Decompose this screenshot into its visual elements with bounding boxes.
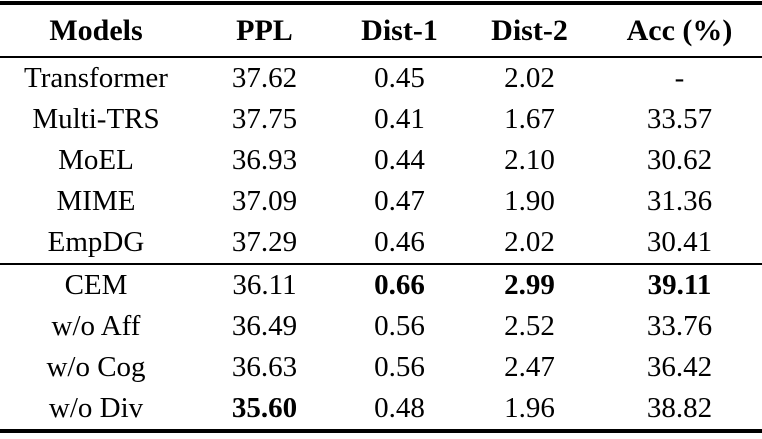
column-header-acc: Acc (%) — [597, 3, 762, 58]
table-row: CEM 36.11 0.66 2.99 39.11 — [0, 263, 762, 306]
value-cell: 2.99 — [462, 263, 597, 306]
value-cell: 33.57 — [646, 103, 713, 135]
table-body: Transformer 37.62 0.45 2.02 - Multi-TRS 37.75 0… — [0, 57, 762, 431]
value-cell: 30.62 — [646, 144, 713, 176]
value-cell: 39.11 — [597, 263, 762, 306]
value-cell: 36.49 — [231, 310, 298, 342]
value-cell: 30.41 — [646, 226, 713, 258]
value-cell: 2.10 — [504, 144, 555, 176]
value-cell: 0.56 — [374, 351, 425, 383]
value-cell: 36.63 — [231, 351, 298, 383]
value-cell: 1.90 — [504, 185, 555, 217]
value-cell: 36.11 — [192, 263, 337, 306]
table-row: MIME 37.09 0.47 1.90 31.36 — [0, 181, 762, 222]
value-cell: 0.44 — [374, 144, 425, 176]
model-name-cell: EmpDG — [47, 226, 145, 258]
table-row: EmpDG 37.29 0.46 2.02 30.41 — [0, 222, 762, 264]
table-row: Multi-TRS 37.75 0.41 1.67 33.57 — [0, 99, 762, 140]
table-row: Transformer 37.62 0.45 2.02 - — [0, 57, 762, 99]
column-header-dist-1: Dist-1 — [337, 3, 462, 58]
table-row: w/o Div 35.60 0.48 1.96 38.82 — [0, 388, 762, 431]
model-name-cell: w/o Aff — [51, 310, 141, 342]
table-header-row: Models PPL Dist-1 Dist-2 Acc (%) — [0, 3, 762, 58]
table-row: w/o Aff 36.49 0.56 2.52 33.76 — [0, 306, 762, 347]
value-cell: 2.02 — [504, 62, 555, 94]
value-cell: 2.47 — [504, 351, 555, 383]
table-header: Models PPL Dist-1 Dist-2 Acc (%) — [0, 3, 762, 58]
column-header-models: Models — [0, 3, 192, 58]
value-cell: 0.56 — [374, 310, 425, 342]
value-cell: 37.62 — [231, 62, 298, 94]
value-cell: 0.41 — [374, 103, 425, 135]
table-row: w/o Cog 36.63 0.56 2.47 36.42 — [0, 347, 762, 388]
value-cell: 0.45 — [374, 62, 425, 94]
column-header-dist-2: Dist-2 — [462, 3, 597, 58]
value-cell: - — [674, 62, 685, 94]
value-cell: 38.82 — [646, 392, 713, 424]
model-name-cell: Multi-TRS — [32, 103, 160, 135]
value-cell: 2.52 — [504, 310, 555, 342]
value-cell: 0.46 — [374, 226, 425, 258]
value-cell: 37.75 — [231, 103, 298, 135]
table-row: MoEL 36.93 0.44 2.10 30.62 — [0, 140, 762, 181]
model-name-cell: w/o Div — [48, 392, 144, 424]
value-cell: 37.09 — [231, 185, 298, 217]
value-cell: 36.42 — [646, 351, 713, 383]
value-cell: 31.36 — [646, 185, 713, 217]
value-cell: 36.93 — [231, 144, 298, 176]
value-cell: 37.29 — [231, 226, 298, 258]
value-cell: 1.96 — [504, 392, 555, 424]
model-name-cell: MIME — [56, 185, 136, 217]
value-cell: 0.66 — [337, 263, 462, 306]
value-cell: 0.47 — [374, 185, 425, 217]
value-cell: 33.76 — [646, 310, 713, 342]
model-name-cell: Transformer — [24, 62, 168, 94]
model-name-cell: CEM — [0, 263, 192, 306]
model-name-cell: MoEL — [58, 144, 134, 176]
value-cell: 2.02 — [504, 226, 555, 258]
value-cell: 35.60 — [231, 392, 298, 424]
column-header-ppl: PPL — [192, 3, 337, 58]
value-cell: 1.67 — [504, 103, 555, 135]
model-name-cell: w/o Cog — [46, 351, 146, 383]
value-cell: 0.48 — [374, 392, 425, 424]
